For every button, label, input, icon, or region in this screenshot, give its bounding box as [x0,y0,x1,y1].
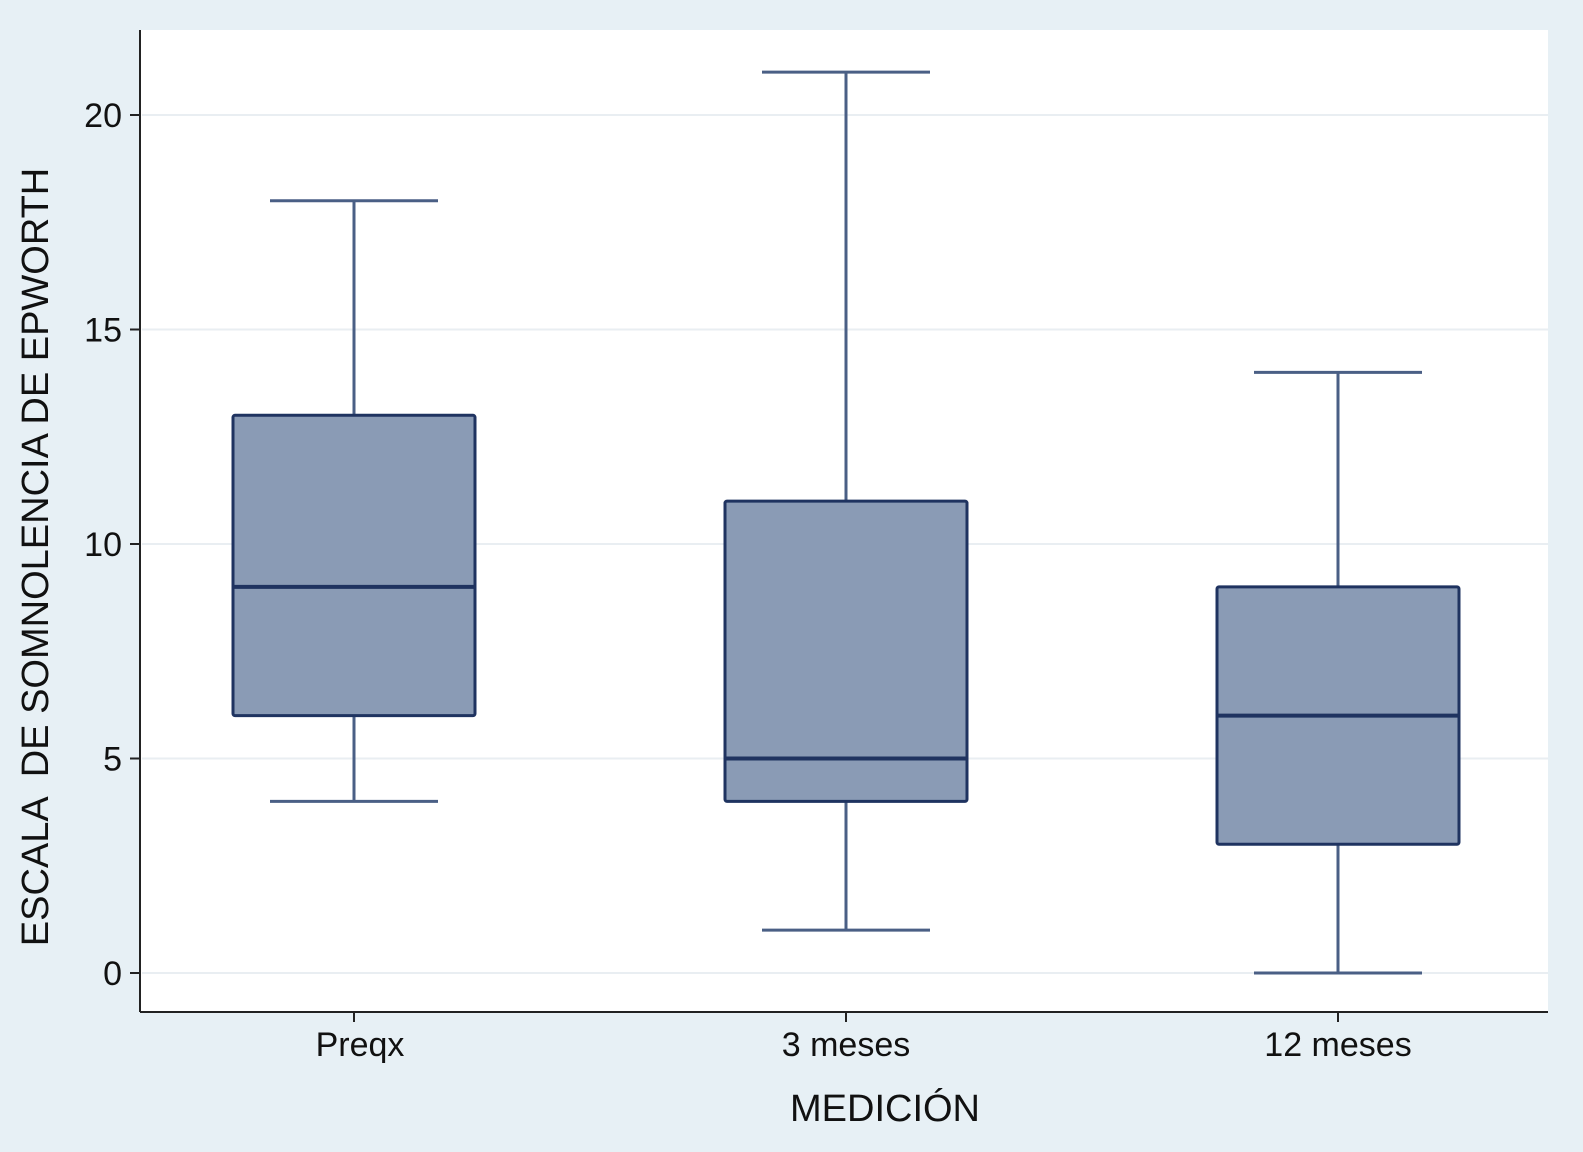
y-tick-label: 15 [84,312,122,350]
y-axis-title: ESCALA DE SOMNOLENCIA DE EPWORTH [15,168,57,946]
x-tick-label: 12 meses [1264,1026,1411,1064]
axes [139,30,1548,1013]
x-tick-label: 3 meses [782,1026,911,1064]
y-tick-label: 10 [84,526,122,564]
iqr-box [231,413,477,718]
y-tick-label: 5 [103,741,122,779]
box-3-meses [723,70,969,932]
boxes [231,70,1461,975]
x-tick-label: Preqx [316,1026,405,1064]
y-tick-label: 20 [84,97,122,135]
box-12-meses [1215,370,1461,975]
x-axis-title: MEDICIÓN [790,1087,980,1130]
box-preqx [231,199,477,803]
iqr-box [723,499,969,803]
y-ticks: 0 5 10 15 20 [84,97,140,993]
x-ticks: Preqx 3 meses 12 meses [316,1012,1412,1064]
y-tick-label: 0 [103,955,122,993]
